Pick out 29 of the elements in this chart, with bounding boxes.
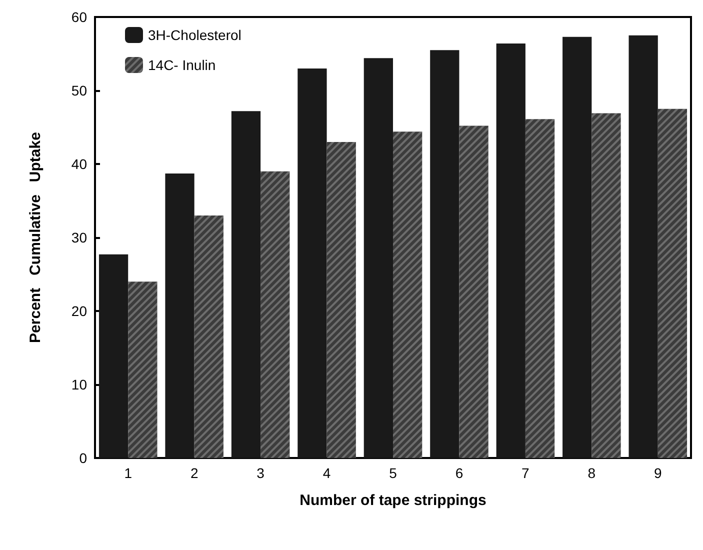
y-tick-label: 50 <box>71 82 88 98</box>
bar <box>430 50 460 458</box>
bar <box>165 174 194 458</box>
x-tick-label: 6 <box>455 465 464 481</box>
x-tick-label: 2 <box>190 465 198 481</box>
bar <box>231 111 261 458</box>
legend-label: 14C- Inulin <box>148 57 216 73</box>
x-tick-label: 8 <box>588 465 596 481</box>
y-tick-label: 30 <box>71 230 88 246</box>
x-axis-title: Number of tape strippings <box>300 492 486 509</box>
bar <box>628 35 658 458</box>
y-tick-label: 20 <box>71 303 88 319</box>
y-tick-label: 40 <box>71 156 88 172</box>
bar <box>298 68 327 458</box>
x-tick-label: 4 <box>322 465 331 481</box>
y-axis-title: Percent Cumulative Uptake <box>27 132 44 343</box>
bar <box>364 58 393 458</box>
bar <box>562 36 592 458</box>
x-tick-label: 3 <box>256 465 265 481</box>
x-tick-label: 5 <box>389 465 398 481</box>
y-tick-label: 10 <box>71 376 88 392</box>
y-tick-label: 60 <box>71 9 88 25</box>
legend-label: 3H-Cholesterol <box>148 27 242 43</box>
x-tick-label: 1 <box>124 465 132 481</box>
bar <box>496 43 526 458</box>
bar <box>98 254 128 458</box>
y-tick-label: 0 <box>79 450 88 466</box>
x-tick-label: 7 <box>522 465 530 481</box>
x-tick-label: 9 <box>654 465 662 481</box>
